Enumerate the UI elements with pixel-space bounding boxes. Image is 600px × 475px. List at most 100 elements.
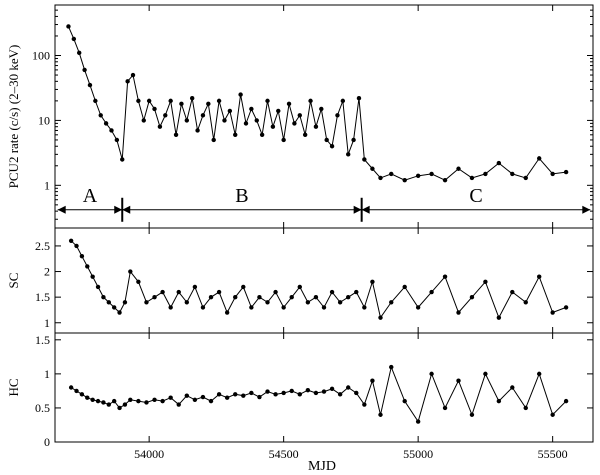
data-point: [176, 289, 181, 295]
data-point: [259, 132, 265, 138]
data-point: [117, 405, 122, 411]
data-point: [68, 238, 74, 244]
data-point: [141, 118, 146, 123]
data-point: [483, 371, 488, 377]
data-point: [456, 310, 461, 315]
data-point: [354, 390, 359, 396]
data-point: [281, 305, 286, 310]
panel-rate: 1 10 100 PCU2 rate (c/s) (2–30 keV) A B C: [6, 4, 594, 229]
data-point: [496, 398, 502, 404]
data-point: [370, 378, 375, 383]
panel-frame: [54, 332, 594, 443]
y-axis-label: PCU2 rate (c/s) (2–30 keV): [6, 45, 21, 189]
data-point: [305, 388, 311, 393]
y-axis-label: SC: [6, 273, 21, 289]
data-point: [200, 305, 206, 310]
data-point: [146, 98, 152, 104]
data-point: [329, 289, 335, 295]
data-point: [346, 152, 351, 157]
data-point: [362, 157, 367, 162]
data-point: [389, 300, 394, 305]
data-point: [321, 305, 327, 310]
data-point: [208, 294, 214, 300]
data-point: [370, 279, 375, 284]
panel-frame: [54, 227, 594, 334]
data-point: [313, 124, 319, 129]
data-point: [241, 393, 246, 398]
data-point: [429, 171, 434, 177]
data-point: [456, 166, 461, 171]
x-tick-label: 55500: [538, 447, 568, 461]
data-point: [184, 300, 190, 305]
data-point: [483, 279, 488, 284]
data-point: [270, 124, 276, 129]
data-point: [496, 315, 502, 320]
data-point: [429, 371, 434, 377]
data-point: [550, 412, 555, 417]
phase-arrow-right: [353, 205, 362, 214]
data-point: [103, 121, 109, 126]
series-line: [70, 240, 567, 319]
data-point: [337, 300, 343, 305]
data-point: [305, 300, 311, 305]
y-tick-label: 100: [32, 49, 50, 63]
data-point: [324, 137, 329, 143]
data-point: [402, 398, 407, 404]
data-point: [337, 392, 343, 397]
data-point: [200, 394, 206, 400]
x-tick-label: 54000: [134, 447, 164, 461]
data-point: [189, 95, 195, 101]
y-tick-label: 1: [44, 367, 50, 381]
data-point: [95, 284, 101, 290]
data-point: [286, 101, 292, 107]
data-point: [136, 398, 141, 404]
y-tick-label: 1.5: [35, 333, 50, 347]
data-point: [66, 24, 71, 29]
data-point: [74, 243, 79, 249]
data-point: [211, 137, 216, 143]
data-point: [346, 294, 351, 300]
data-point: [402, 177, 407, 183]
data-point: [163, 113, 168, 118]
data-point: [281, 390, 286, 396]
data-point: [415, 305, 421, 310]
data-point: [157, 124, 163, 129]
data-point: [152, 294, 157, 300]
data-point: [152, 397, 157, 402]
data-point: [79, 253, 85, 259]
data-point: [429, 289, 434, 295]
data-point: [95, 398, 101, 404]
data-point: [144, 300, 149, 305]
y-axis-label: HC: [6, 378, 21, 396]
data-point: [184, 118, 190, 123]
data-point: [71, 36, 77, 42]
data-point: [90, 397, 95, 402]
data-point: [378, 412, 383, 417]
data-point: [442, 177, 448, 183]
data-point: [249, 390, 254, 396]
data-point: [289, 388, 294, 394]
data-point: [469, 175, 475, 181]
y-tick-label: 1.5: [35, 290, 50, 304]
data-point: [292, 121, 297, 126]
phase-arrow-left: [57, 205, 66, 214]
phase-arrow-right: [114, 205, 123, 214]
data-point: [378, 315, 383, 320]
panel-frame: [54, 4, 594, 229]
data-point: [101, 294, 106, 300]
data-point: [122, 402, 128, 407]
data-point: [442, 274, 448, 279]
data-point: [456, 378, 461, 383]
data-point: [351, 137, 356, 143]
y-tick-label: 1: [44, 178, 50, 192]
data-point: [537, 274, 542, 279]
data-point: [152, 106, 157, 112]
panel-sc: 1 1.5 2 2.5 SC: [6, 227, 594, 334]
data-point: [74, 388, 79, 394]
data-point: [111, 398, 117, 404]
data-point: [168, 98, 173, 104]
data-point: [224, 395, 230, 400]
data-point: [109, 128, 114, 133]
data-point: [216, 289, 222, 295]
